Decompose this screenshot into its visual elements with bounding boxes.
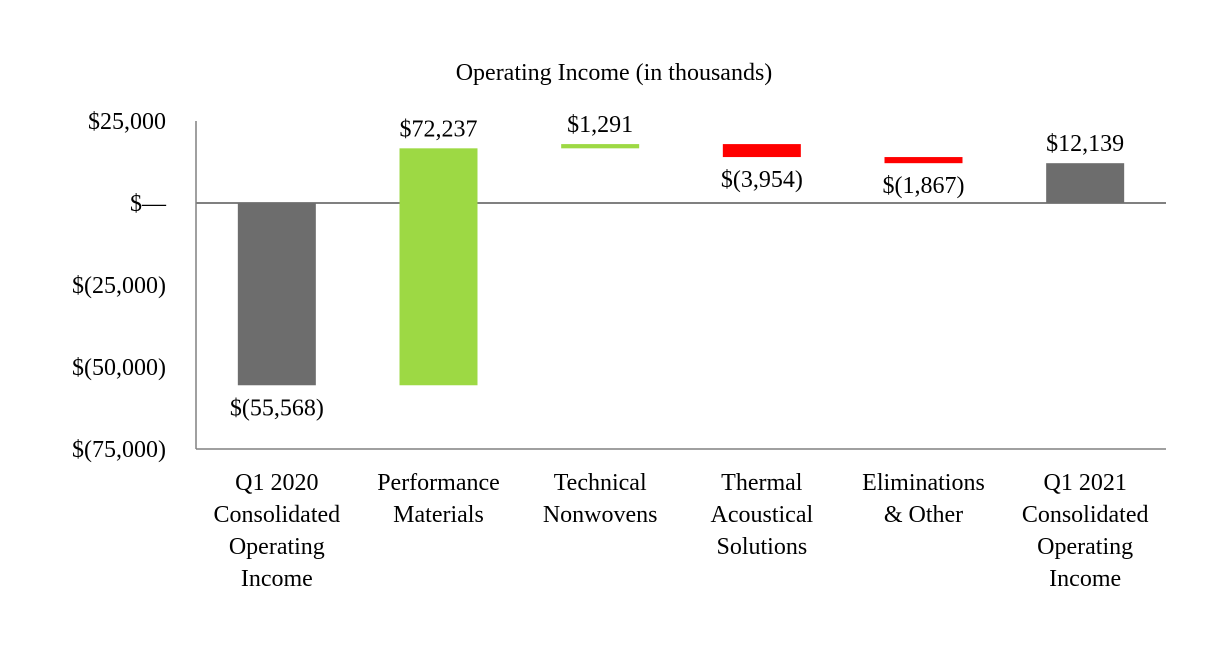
- data-label: $12,139: [1046, 131, 1124, 157]
- x-category-label-line: Acoustical: [711, 502, 814, 528]
- bar-2: [399, 148, 478, 386]
- x-category-label: Q1 2020 Consolidated Operating Income: [214, 470, 341, 592]
- x-category-label: Q1 2021 Consolidated Operating Income: [1022, 470, 1149, 592]
- data-label: $72,237: [400, 116, 478, 142]
- bar-4: [722, 144, 801, 158]
- bar-1: [237, 203, 316, 386]
- category-labels: Q1 2020 Consolidated Operating Income Perfor…: [214, 470, 1149, 592]
- x-category-label-line: Operating: [1037, 534, 1133, 560]
- x-category-label-line: Nonwovens: [543, 502, 658, 528]
- x-category-label-line: Q1 2021: [1043, 470, 1126, 496]
- x-category-label-line: Operating: [229, 534, 325, 560]
- x-category-label-line: Thermal: [721, 470, 803, 496]
- x-category-label-line: Income: [241, 566, 313, 592]
- chart-title: Operating Income (in thousands): [456, 60, 773, 86]
- x-category-label-line: Eliminations: [862, 470, 985, 496]
- x-category-label: Performance Materials: [377, 470, 500, 528]
- x-category-label-line: Consolidated: [214, 502, 341, 528]
- data-labels: $(55,568) $72,237 $1,291 $(3,954) $(1,867) $1…: [230, 112, 1124, 421]
- y-tick-label: $25,000: [88, 109, 166, 135]
- x-category-label-line: Consolidated: [1022, 502, 1149, 528]
- y-axis-ticks: $25,000 $— $(25,000) $(50,000) $(75,000): [72, 109, 167, 463]
- x-category-label-line: & Other: [884, 502, 963, 528]
- x-category-label-line: Solutions: [716, 534, 807, 560]
- bar-6: [1046, 163, 1125, 203]
- x-category-label-line: Income: [1049, 566, 1121, 592]
- bar-3: [561, 144, 640, 149]
- x-category-label-line: Performance: [377, 470, 500, 496]
- axes: [195, 121, 1166, 450]
- bars: [237, 144, 1125, 386]
- bar-5: [884, 157, 963, 164]
- y-tick-label: $(50,000): [72, 355, 166, 381]
- data-label: $(55,568): [230, 395, 324, 421]
- x-category-label-line: Technical: [554, 470, 647, 496]
- data-label: $(3,954): [721, 167, 803, 193]
- x-category-label-line: Materials: [393, 502, 484, 528]
- x-category-label-line: Q1 2020: [235, 470, 318, 496]
- x-category-label: Technical Nonwovens: [543, 470, 658, 528]
- x-category-label: Thermal Acoustical Solutions: [711, 470, 814, 560]
- data-label: $(1,867): [883, 173, 965, 199]
- y-tick-label: $—: [130, 191, 167, 217]
- x-category-label: Eliminations & Other: [862, 470, 985, 528]
- y-tick-label: $(25,000): [72, 273, 166, 299]
- data-label: $1,291: [567, 112, 633, 138]
- y-tick-label: $(75,000): [72, 437, 166, 463]
